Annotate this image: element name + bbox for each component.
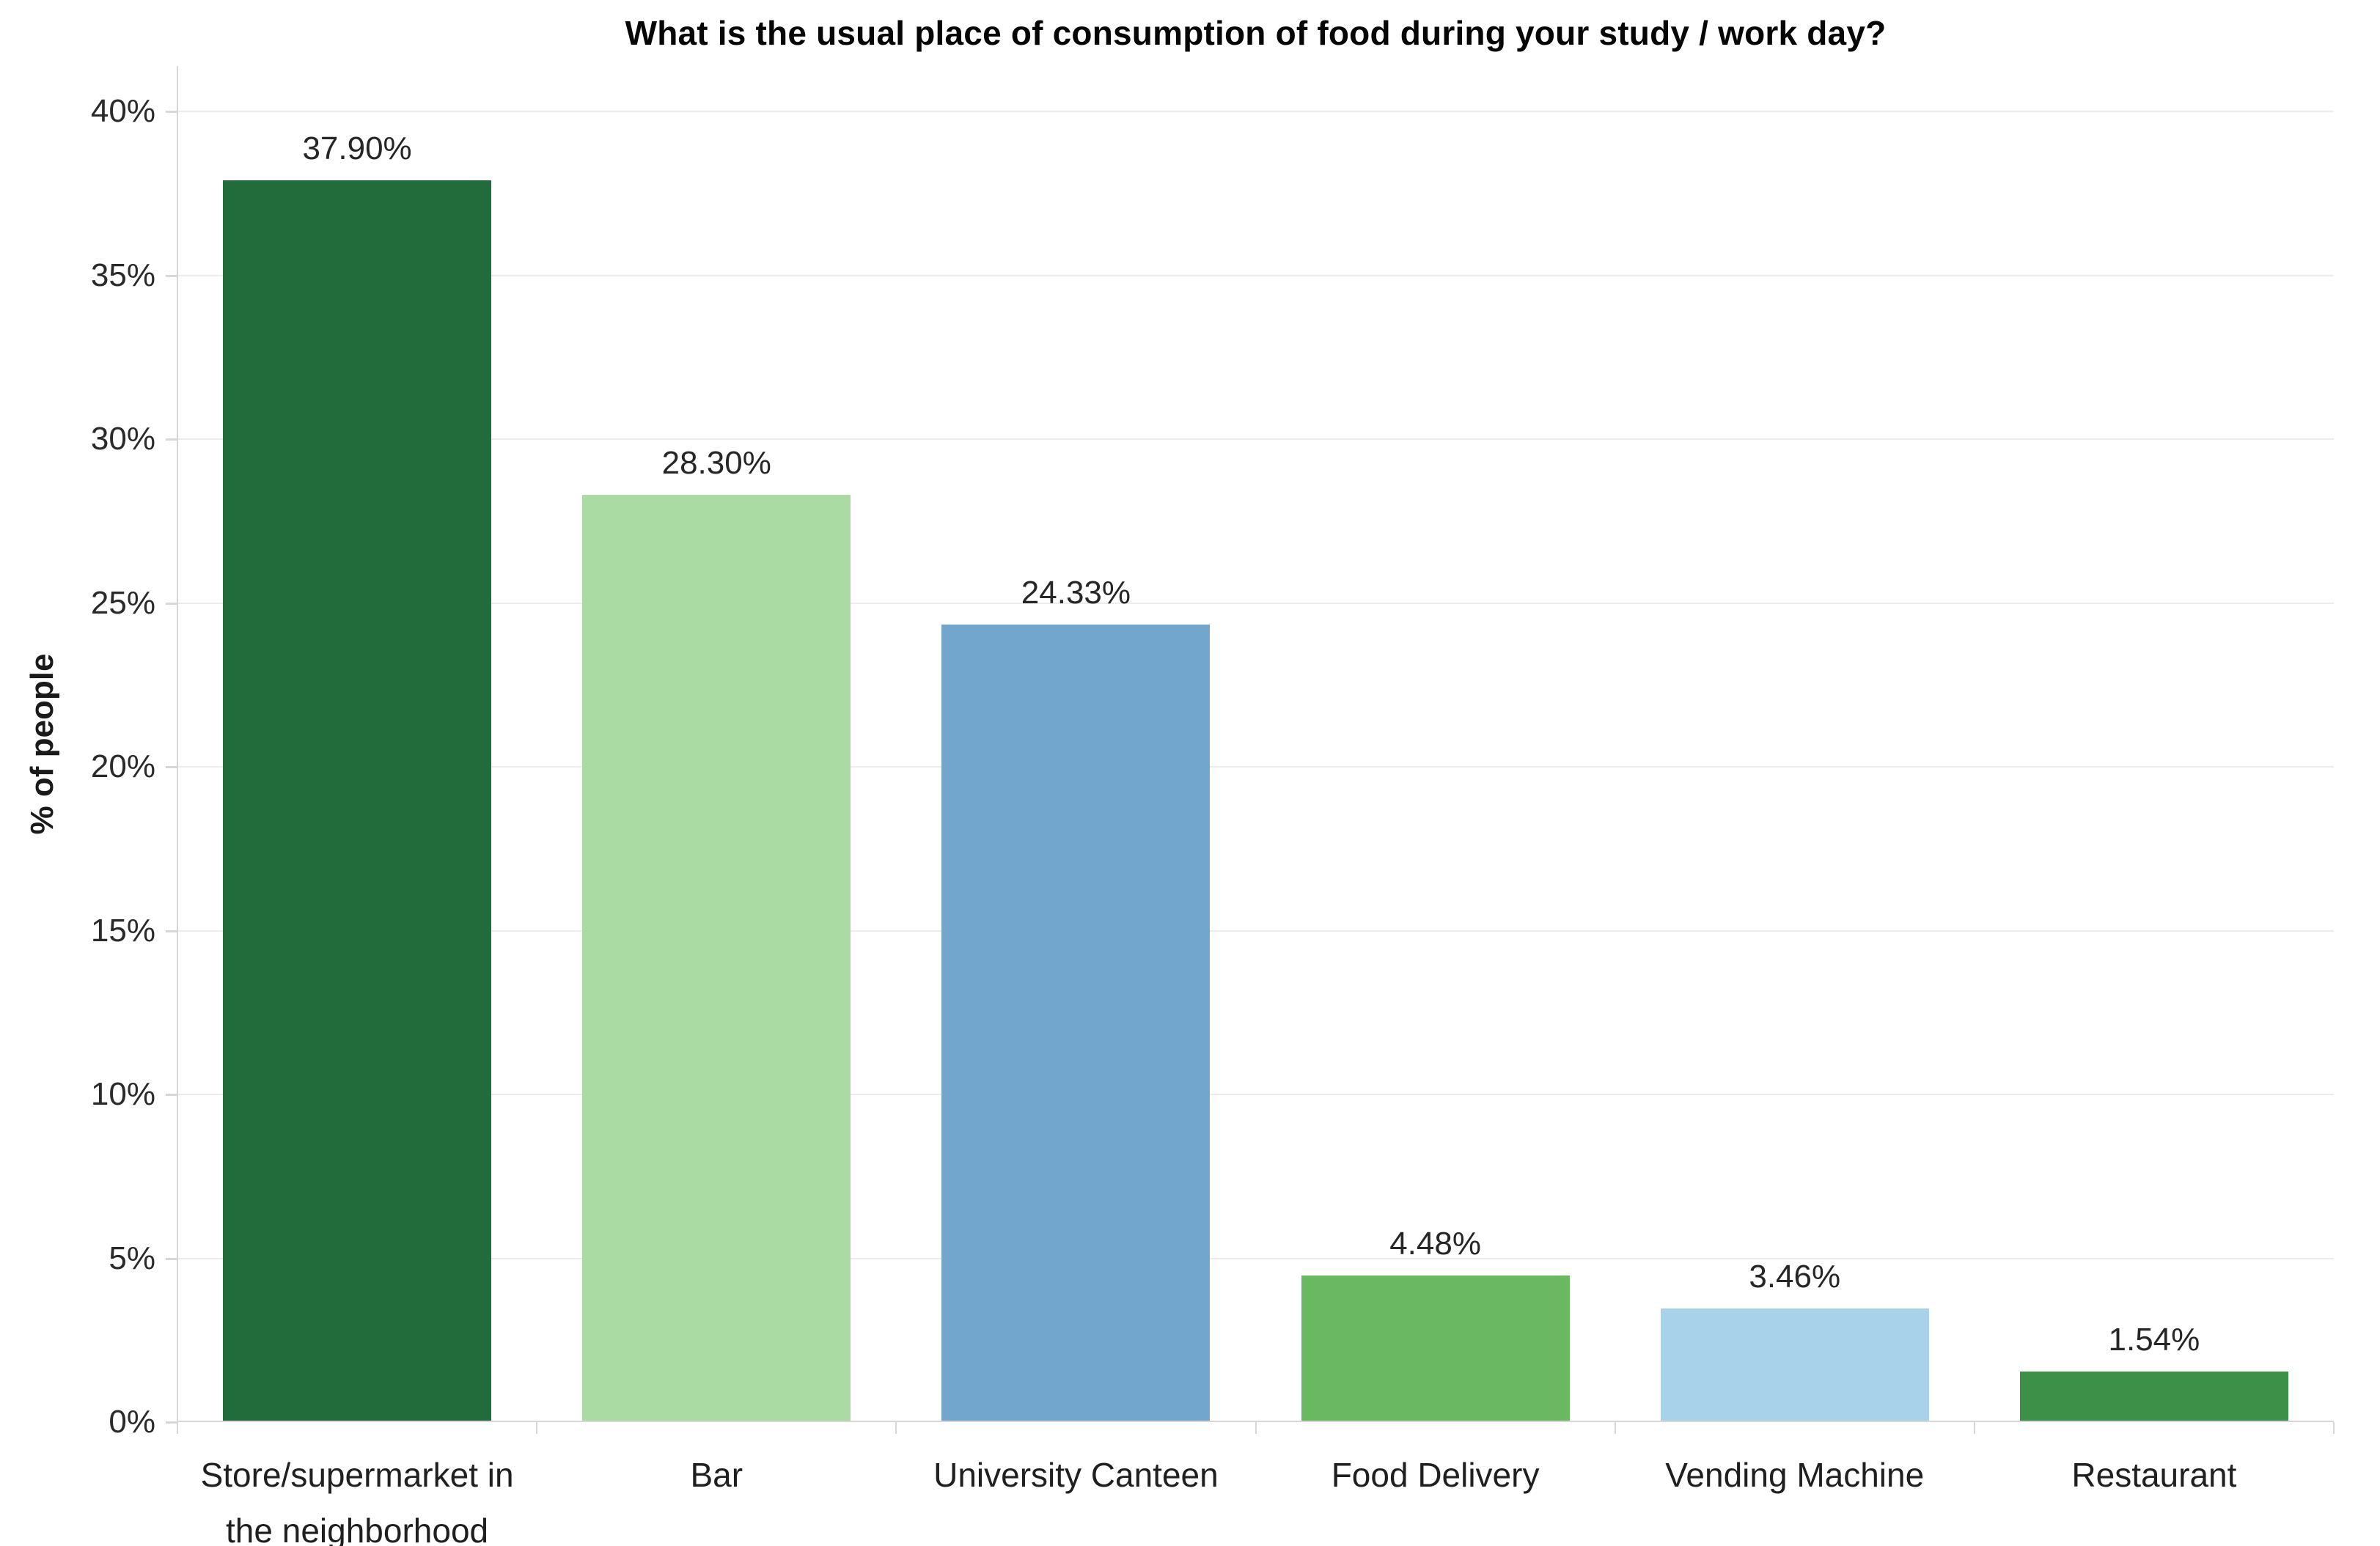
y-tick-mark (166, 438, 177, 441)
x-tick-mark (536, 1422, 538, 1434)
x-category-label-restaurant: Restaurant (2071, 1456, 2237, 1494)
gridline (177, 602, 2334, 604)
x-category-label-store-supermarket-in-the-neighborhood: Store/supermarket in the neighborhood (200, 1456, 514, 1546)
x-category-label-food-delivery: Food Delivery (1331, 1456, 1540, 1494)
bar-store-supermarket-in-the-neighborhood[interactable] (223, 180, 492, 1422)
x-category-label-vending-machine: Vending Machine (1665, 1456, 1925, 1494)
y-tick-mark (166, 274, 177, 277)
gridline (177, 274, 2334, 276)
y-tick-mark (166, 766, 177, 768)
x-axis-labels: Store/supermarket in the neighborhood Bar… (177, 1447, 2334, 1546)
x-tick-mark (1255, 1422, 1257, 1434)
x-axis-line (177, 1421, 2334, 1422)
bar-value-label: 24.33% (1021, 575, 1131, 611)
y-tick-mark (166, 602, 177, 605)
x-tick-mark (895, 1422, 897, 1434)
x-category-label-university-canteen: University Canteen (933, 1456, 1219, 1494)
x-tick-mark (1973, 1422, 1975, 1434)
y-tick-label: 0% (109, 1404, 155, 1440)
chart-title: What is the usual place of consumption o… (625, 14, 1887, 52)
y-tick-label: 25% (90, 584, 155, 621)
gridline (177, 438, 2334, 440)
y-axis-title: % of people (24, 653, 60, 835)
bar-restaurant[interactable] (2019, 1372, 2288, 1422)
y-tick-mark (166, 111, 177, 113)
y-tick-mark (166, 1421, 177, 1424)
y-tick-label: 5% (109, 1240, 155, 1276)
y-tick-label: 20% (90, 748, 155, 784)
y-tick-mark (166, 1094, 177, 1096)
y-tick-label: 35% (90, 257, 155, 293)
x-tick-mark (2333, 1422, 2335, 1434)
gridline (177, 766, 2334, 768)
y-tick-mark (166, 930, 177, 932)
gridline (177, 111, 2334, 112)
y-axis-line (177, 66, 178, 1422)
bar-value-label: 3.46% (1749, 1259, 1841, 1295)
bar-vending-machine[interactable] (1660, 1308, 1929, 1422)
bar-value-label: 37.90% (302, 130, 412, 166)
plot-area: 37.90% 28.30% 24.33% 4.48% 3.46% 1.54% (177, 66, 2334, 1422)
x-category-label-bar: Bar (690, 1456, 743, 1494)
y-tick-label: 40% (90, 93, 155, 129)
x-tick-mark (177, 1422, 178, 1434)
bar-food-delivery[interactable] (1301, 1275, 1570, 1422)
y-tick-mark (166, 1257, 177, 1260)
y-tick-label: 15% (90, 912, 155, 949)
bar-bar[interactable] (582, 495, 851, 1422)
gridline (177, 1094, 2334, 1095)
gridline (177, 930, 2334, 932)
bar-value-label: 1.54% (2108, 1322, 2200, 1358)
x-tick-mark (1614, 1422, 1616, 1434)
y-tick-label: 30% (90, 421, 155, 457)
gridline (177, 1257, 2334, 1259)
bar-value-label: 4.48% (1389, 1225, 1481, 1262)
bar-value-label: 28.30% (661, 445, 771, 481)
y-tick-label: 10% (90, 1076, 155, 1112)
bar-university-canteen[interactable] (941, 625, 1211, 1422)
